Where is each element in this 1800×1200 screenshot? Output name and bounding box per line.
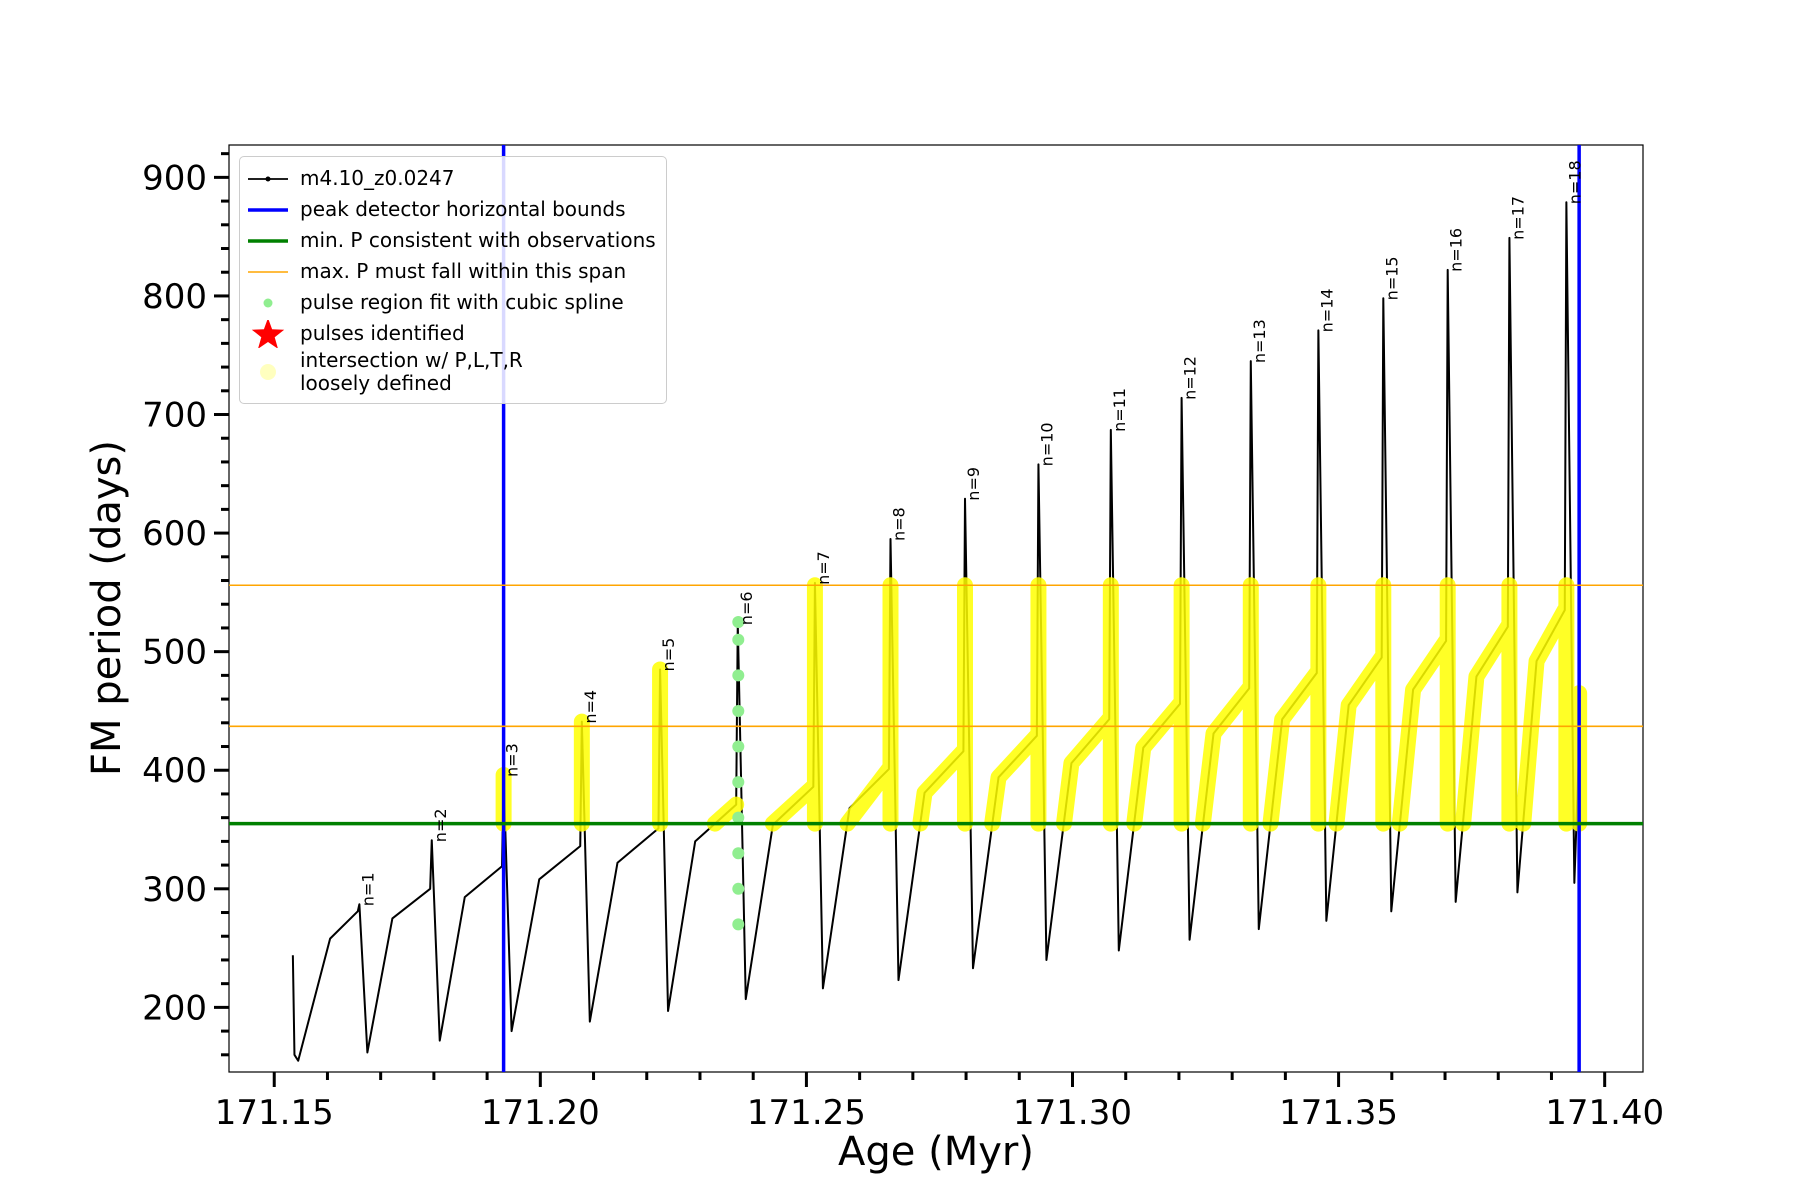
pulse-annotation: n=16 xyxy=(1447,228,1466,272)
scatter-point xyxy=(732,669,745,682)
x-axis-label: Age (Myr) xyxy=(838,1129,1034,1175)
pulse-annotation: n=15 xyxy=(1382,256,1401,300)
y-tick-label: 900 xyxy=(142,158,207,198)
y-axis-label: FM period (days) xyxy=(84,440,130,776)
y-tick-label: 800 xyxy=(142,277,207,317)
legend-symbol xyxy=(248,238,288,243)
legend-symbol xyxy=(248,270,288,273)
scatter-point xyxy=(732,740,745,753)
y-tick-label: 300 xyxy=(142,870,207,910)
plot-frame xyxy=(228,144,1644,1073)
scatter-point xyxy=(732,704,745,717)
legend-symbol xyxy=(251,319,285,348)
pulse-annotation: n=11 xyxy=(1110,388,1129,432)
plot-area xyxy=(229,145,1643,1072)
legend-mark xyxy=(263,298,273,307)
pulse-annotation: n=14 xyxy=(1317,288,1336,332)
legend-entry: peak detector horizontal bounds xyxy=(246,194,656,225)
legend-symbol xyxy=(248,176,288,181)
x-tick-label: 171.35 xyxy=(1279,1093,1398,1133)
y-tick-label: 700 xyxy=(142,396,207,436)
pulse-annotation: n=18 xyxy=(1565,160,1584,204)
legend-label: pulse region fit with cubic spline xyxy=(300,290,624,314)
legend-mark xyxy=(265,176,271,181)
pulse-annotation: n=4 xyxy=(581,690,600,724)
pulse-annotation: n=17 xyxy=(1508,196,1527,240)
pulse-annotation: n=8 xyxy=(889,507,908,541)
legend-mark xyxy=(251,319,285,348)
scatter-point xyxy=(732,918,745,931)
pulse-annotation: n=5 xyxy=(659,638,678,672)
scatter-point xyxy=(732,882,745,895)
pulse-annotation: n=10 xyxy=(1037,422,1056,466)
pulse-annotation: n=9 xyxy=(964,467,983,501)
y-tick-label: 500 xyxy=(142,633,207,673)
scatter-point xyxy=(732,811,745,824)
y-tick-label: 400 xyxy=(142,751,207,791)
pulse-annotation: n=1 xyxy=(358,872,377,906)
x-tick-label: 171.30 xyxy=(1013,1093,1132,1133)
pulse-annotation: n=13 xyxy=(1250,319,1269,363)
x-tick-label: 171.40 xyxy=(1545,1093,1664,1133)
legend-symbol xyxy=(263,298,273,307)
legend-symbol xyxy=(260,364,276,380)
legend-entry: pulse region fit with cubic spline xyxy=(246,287,656,318)
pulse-annotation: n=12 xyxy=(1181,356,1200,400)
x-tick-label: 171.25 xyxy=(747,1093,866,1133)
legend-label: min. P consistent with observations xyxy=(300,228,656,252)
legend-mark xyxy=(260,364,276,380)
pulse-annotation: n=3 xyxy=(503,743,522,777)
y-tick-label: 600 xyxy=(142,514,207,554)
legend-label: max. P must fall within this span xyxy=(300,259,627,283)
legend-symbol xyxy=(248,207,288,212)
legend-entry: min. P consistent with observations xyxy=(246,225,656,256)
legend-entry: m4.10_z0.0247 xyxy=(246,163,656,194)
x-tick-label: 171.20 xyxy=(481,1093,600,1133)
scatter-point xyxy=(732,776,745,789)
scatter-point xyxy=(732,847,745,860)
legend-label: m4.10_z0.0247 xyxy=(300,166,455,190)
legend-label: pulses identified xyxy=(300,321,465,345)
x-tick-label: 171.15 xyxy=(215,1093,334,1133)
legend-entry: pulses identified xyxy=(246,318,656,349)
legend-entry: max. P must fall within this span xyxy=(246,256,656,287)
intersection-band xyxy=(495,577,1588,832)
y-tick-label: 200 xyxy=(142,988,207,1028)
legend-label: peak detector horizontal bounds xyxy=(300,197,626,221)
pulse-annotation: n=2 xyxy=(431,808,450,842)
pulse-annotation: n=7 xyxy=(814,551,833,585)
scatter-point xyxy=(732,616,745,629)
scatter-point xyxy=(732,633,745,646)
legend-label: intersection w/ P,L,T,R loosely defined xyxy=(300,348,523,395)
legend-entry: intersection w/ P,L,T,R loosely defined xyxy=(246,349,656,395)
pulse-annotation: n=6 xyxy=(737,591,756,625)
